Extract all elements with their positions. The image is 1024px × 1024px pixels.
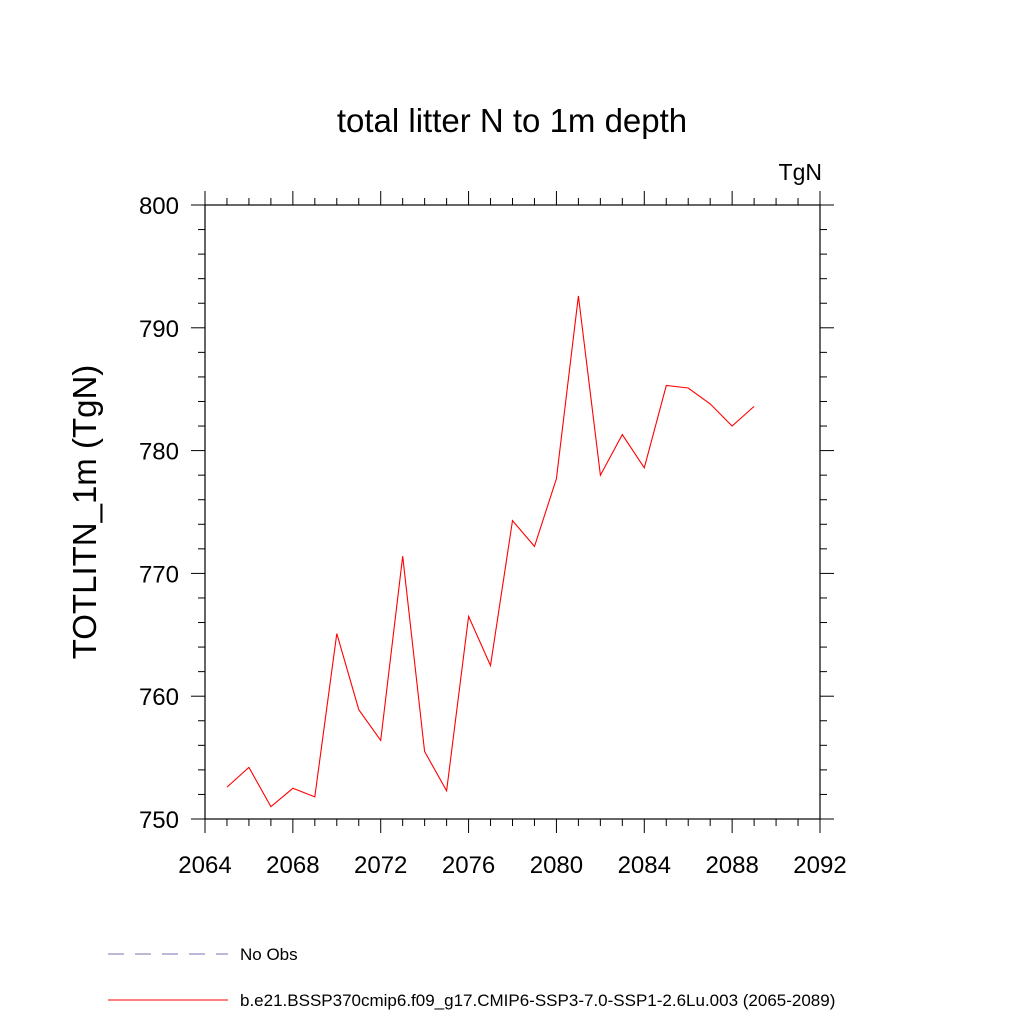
- x-tick-label: 2064: [178, 852, 231, 879]
- x-tick-label: 2080: [530, 852, 583, 879]
- y-tick-label: 750: [139, 807, 179, 834]
- units-label: TgN: [779, 159, 822, 185]
- y-tick-label: 760: [139, 684, 179, 711]
- series-layer: [226, 295, 755, 808]
- x-tick-label: 2084: [618, 852, 671, 879]
- x-tick-label: 2072: [354, 852, 407, 879]
- y-axis-label: TOTLITN_1m (TgN): [66, 365, 103, 660]
- x-tick-label: 2088: [705, 852, 758, 879]
- legend: No Obs b.e21.BSSP370cmip6.f09_g17.CMIP6-S…: [108, 945, 835, 1010]
- plot-frame: [204, 204, 821, 820]
- y-tick-label: 800: [139, 193, 179, 220]
- axis-ticks: [191, 191, 834, 833]
- legend-label: No Obs: [240, 945, 298, 964]
- tick-labels: 2064 2068 2072 2076 2080 2084 2088 2092 750 760 77…: [139, 193, 847, 879]
- x-tick-label: 2068: [266, 852, 319, 879]
- x-tick-label: 2076: [442, 852, 495, 879]
- y-tick-label: 780: [139, 439, 179, 466]
- chart-title: total litter N to 1m depth: [337, 102, 687, 139]
- legend-label: b.e21.BSSP370cmip6.f09_g17.CMIP6-SSP3-7.…: [240, 991, 835, 1010]
- y-tick-label: 770: [139, 561, 179, 588]
- series-line: [226, 295, 755, 808]
- x-tick-label: 2092: [793, 852, 846, 879]
- y-tick-label: 790: [139, 316, 179, 343]
